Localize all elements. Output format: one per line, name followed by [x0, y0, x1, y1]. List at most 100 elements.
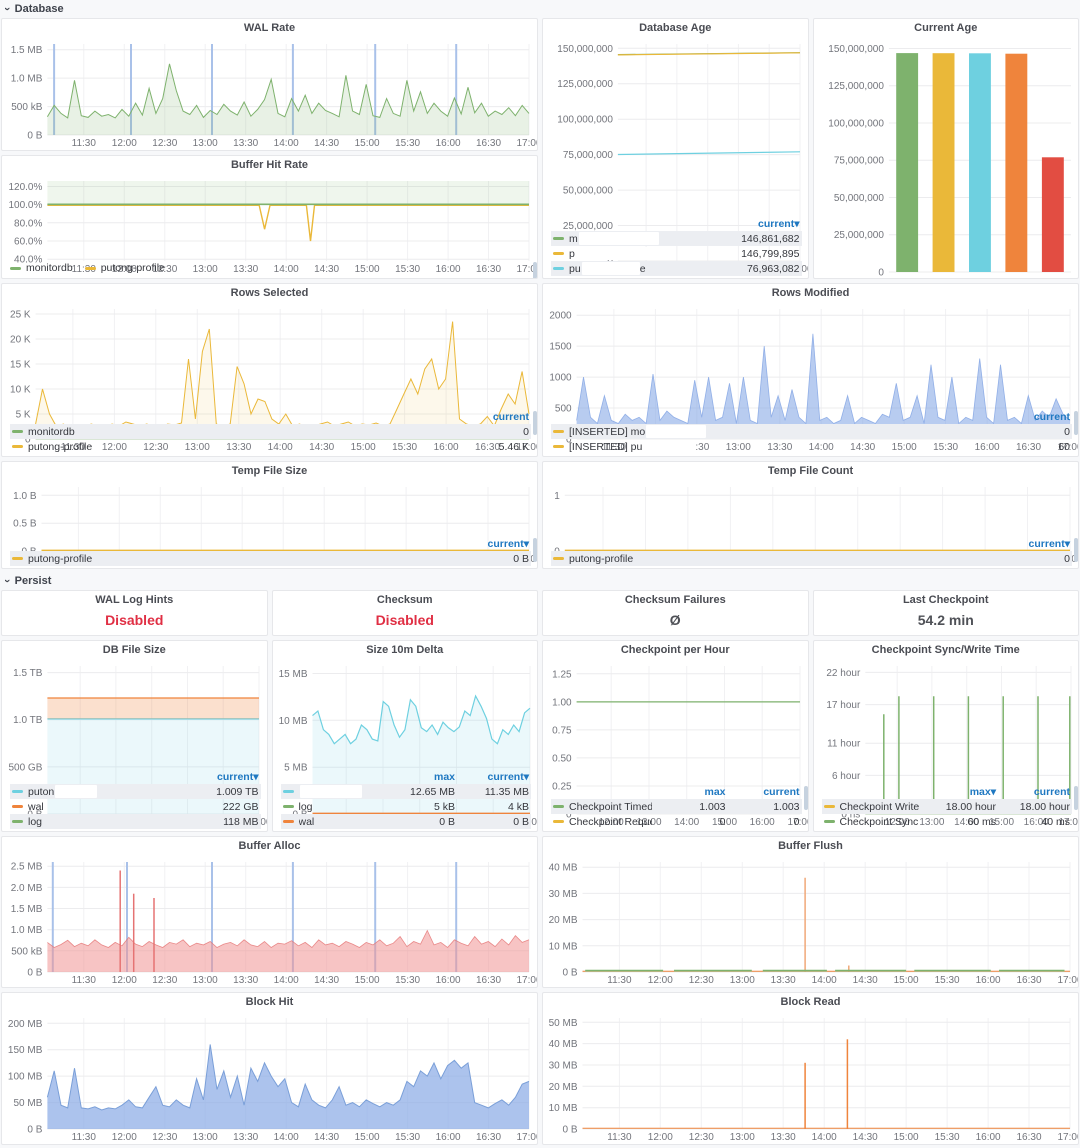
- svg-text:1.5 TB: 1.5 TB: [13, 668, 43, 679]
- panel-title[interactable]: Buffer Flush: [778, 840, 843, 852]
- svg-text:6 hour: 6 hour: [831, 771, 860, 782]
- panel-title[interactable]: Database Age: [639, 22, 712, 34]
- svg-text:20 MB: 20 MB: [549, 915, 578, 926]
- panel-title[interactable]: Block Hit: [245, 996, 294, 1008]
- section-header-persist[interactable]: › Persist: [1, 573, 1079, 590]
- legend-label: putong-profile: [100, 262, 165, 274]
- buffer-alloc-chart[interactable]: 0 B 500 kB 1.0 MB 1.5 MB 2.0 MB 2.5 MB 11:30 12…: [2, 856, 537, 987]
- panel-title[interactable]: WAL Log Hints: [95, 594, 174, 606]
- svg-text:1.0 MB: 1.0 MB: [11, 925, 43, 936]
- legend-sort-current[interactable]: current▾: [1028, 537, 1070, 550]
- panel-title[interactable]: WAL Rate: [243, 22, 296, 34]
- panel-title[interactable]: Temp File Count: [767, 465, 854, 477]
- legend-sort-current[interactable]: current: [763, 785, 800, 798]
- legend-sort-max[interactable]: max: [433, 770, 455, 783]
- rows-selected-chart[interactable]: 0 5 K 10 K 15 K 20 K 25 K 11:30 12:00 12:30 13:00…: [2, 303, 537, 453]
- temp-file-size-chart[interactable]: 0 B0.5 B1.0 B11:3012:0012:3013:0013:3014…: [2, 481, 537, 565]
- legend-row[interactable]: putong-profile 0 B: [10, 551, 531, 566]
- series-color-marker: [12, 557, 23, 560]
- wal-rate-chart[interactable]: 0 B 500 kB 1.0 MB 1.5 MB 11:30 12:00 12:30 13:0…: [2, 38, 537, 150]
- panel-title[interactable]: Rows Modified: [771, 287, 850, 299]
- panel-title[interactable]: DB File Size: [102, 644, 166, 656]
- panel-buffer-alloc: Buffer Alloc 0 B 500 kB 1.0 MB 1.5 MB 2.0 MB…: [1, 836, 538, 988]
- database-age-chart[interactable]: 025,000,00050,000,00075,000,000100,000,0…: [543, 38, 807, 275]
- legend-row[interactable]: wal 0 B 0 B: [280, 814, 531, 829]
- svg-text:120.0%: 120.0%: [8, 182, 42, 193]
- section-header-database[interactable]: › Database: [1, 1, 1079, 18]
- legend-sort-max[interactable]: max: [704, 785, 726, 798]
- legend-row[interactable]: m 146,861,682: [551, 231, 802, 246]
- legend-scrollbar[interactable]: [1074, 411, 1078, 435]
- legend-row[interactable]: Checkpoint Sync 60 ms 40 ms: [822, 814, 1073, 829]
- svg-text:16:00: 16:00: [436, 264, 461, 275]
- panel-title[interactable]: Temp File Size: [231, 465, 308, 477]
- legend-sort-current[interactable]: current▾: [487, 770, 529, 783]
- svg-text:12:30: 12:30: [152, 138, 177, 149]
- legend-scrollbar[interactable]: [533, 411, 537, 435]
- svg-text:14:30: 14:30: [314, 138, 339, 149]
- panel-title[interactable]: Checkpoint Sync/Write Time: [871, 644, 1020, 656]
- legend-scrollbar[interactable]: [803, 786, 808, 810]
- legend-label: Checkpoint Requested: [569, 815, 652, 828]
- legend-value: 222 GB: [222, 800, 259, 813]
- panel-title[interactable]: Buffer Alloc: [238, 840, 301, 852]
- block-hit-chart[interactable]: 0 B 50 MB 100 MB 150 MB 200 MB 11:30 12:00 12:3…: [2, 1012, 537, 1144]
- legend-row[interactable]: [INSERTED] mo 0: [551, 424, 1072, 439]
- checkpoint-per-hour-chart[interactable]: 0 0.25 0.50 0.75 1.00 1.25 12:00 13:00 14:00 15:0…: [543, 660, 808, 828]
- rows-modified-chart[interactable]: 050010001500200011:3012:0012:3013:0013:3…: [543, 303, 1078, 453]
- panel-title[interactable]: Size 10m Delta: [366, 644, 444, 656]
- legend-scrollbar[interactable]: [1074, 538, 1078, 562]
- legend-sort-current[interactable]: current▾: [487, 537, 529, 550]
- legend-row[interactable]: log 5 kB 4 kB: [281, 799, 532, 814]
- buffer-flush-chart[interactable]: 0 B 10 MB 20 MB 30 MB 40 MB 11:30 12:00 12:30 13…: [543, 856, 1078, 987]
- svg-text:15:00: 15:00: [988, 817, 1013, 828]
- panel-title[interactable]: Last Checkpoint: [902, 594, 989, 606]
- temp-file-count-chart[interactable]: 0111:3012:0012:3013:0013:3014:0014:3015:…: [543, 481, 1078, 565]
- legend-row[interactable]: Checkpoint Timed 1.003 1.003: [551, 799, 802, 814]
- legend-sort-current[interactable]: current▾: [758, 217, 800, 230]
- panel-title[interactable]: Rows Selected: [230, 287, 309, 299]
- legend-sort-current[interactable]: current: [1033, 410, 1070, 423]
- legend-row[interactable]: 12.65 MB 11.35 MB: [280, 784, 531, 799]
- block-read-chart[interactable]: 0 B 10 MB 20 MB 30 MB 40 MB 50 MB 11:30 12:00 12…: [543, 1012, 1078, 1144]
- panel-title[interactable]: Block Read: [780, 996, 841, 1008]
- svg-text:40.0%: 40.0%: [14, 255, 42, 266]
- legend-value: 0: [1064, 552, 1070, 565]
- legend-row[interactable]: Checkpoint Requested 0 0: [551, 814, 802, 829]
- panel-title[interactable]: Checksum Failures: [624, 594, 726, 606]
- panel-title[interactable]: Checkpoint per Hour: [620, 644, 730, 656]
- checkpoint-sync-write-chart[interactable]: 0 ns 6 hour 11 hour 17 hour 22 hour 12:00 13:0…: [814, 660, 1078, 828]
- legend-row[interactable]: Checkpoint Write 18.00 hour 18.00 hour: [821, 799, 1072, 814]
- legend-sort-current[interactable]: current: [492, 410, 529, 423]
- legend-sort-current[interactable]: current: [1033, 785, 1070, 798]
- legend-row[interactable]: puton 1.009 TB: [10, 784, 261, 799]
- legend-row[interactable]: putong-profile 0: [551, 551, 1072, 566]
- legend-scrollbar[interactable]: [533, 538, 537, 562]
- buffer-hit-rate-chart[interactable]: 40.0% 60.0% 80.0% 100.0% 120.0% 11:30 12:00 12:…: [2, 175, 537, 275]
- legend-item[interactable]: monitordb: [10, 262, 73, 274]
- legend-sort-current[interactable]: current▾: [217, 770, 259, 783]
- panel-title[interactable]: Checksum: [376, 594, 433, 606]
- legend-row[interactable]: [INSERTED] pu 60: [551, 439, 1072, 454]
- panel-title[interactable]: Current Age: [914, 22, 978, 34]
- panel-title[interactable]: Buffer Hit Rate: [230, 159, 308, 171]
- legend-row[interactable]: pu e 76,963,082: [551, 261, 802, 276]
- legend-row[interactable]: p 146,799,895: [551, 246, 802, 261]
- svg-text:50 MB: 50 MB: [13, 1098, 42, 1109]
- stat-value: Ø: [669, 612, 681, 628]
- legend-row[interactable]: log 118 MB: [10, 814, 261, 829]
- legend-row[interactable]: wal 222 GB: [10, 799, 261, 814]
- legend-scrollbar[interactable]: [533, 262, 537, 278]
- rows-modified-legend: current [INSERTED] mo 0 [INSERTED] pu 60: [543, 409, 1078, 456]
- legend-row[interactable]: monitordb 0: [10, 424, 531, 439]
- current-age-chart[interactable]: 0 25,000,000 50,000,000 75,000,000 100,000,0…: [814, 38, 1079, 278]
- legend-sort-max[interactable]: max▾: [969, 785, 996, 798]
- legend-scrollbar[interactable]: [1074, 786, 1078, 810]
- rows-selected-legend: current monitordb 0 putong-profile 5.46 K: [2, 409, 537, 456]
- legend-item[interactable]: putong-profile: [84, 262, 165, 274]
- legend-row[interactable]: putong-profile 5.46 K: [10, 439, 531, 454]
- legend-value: 60 ms: [967, 815, 996, 828]
